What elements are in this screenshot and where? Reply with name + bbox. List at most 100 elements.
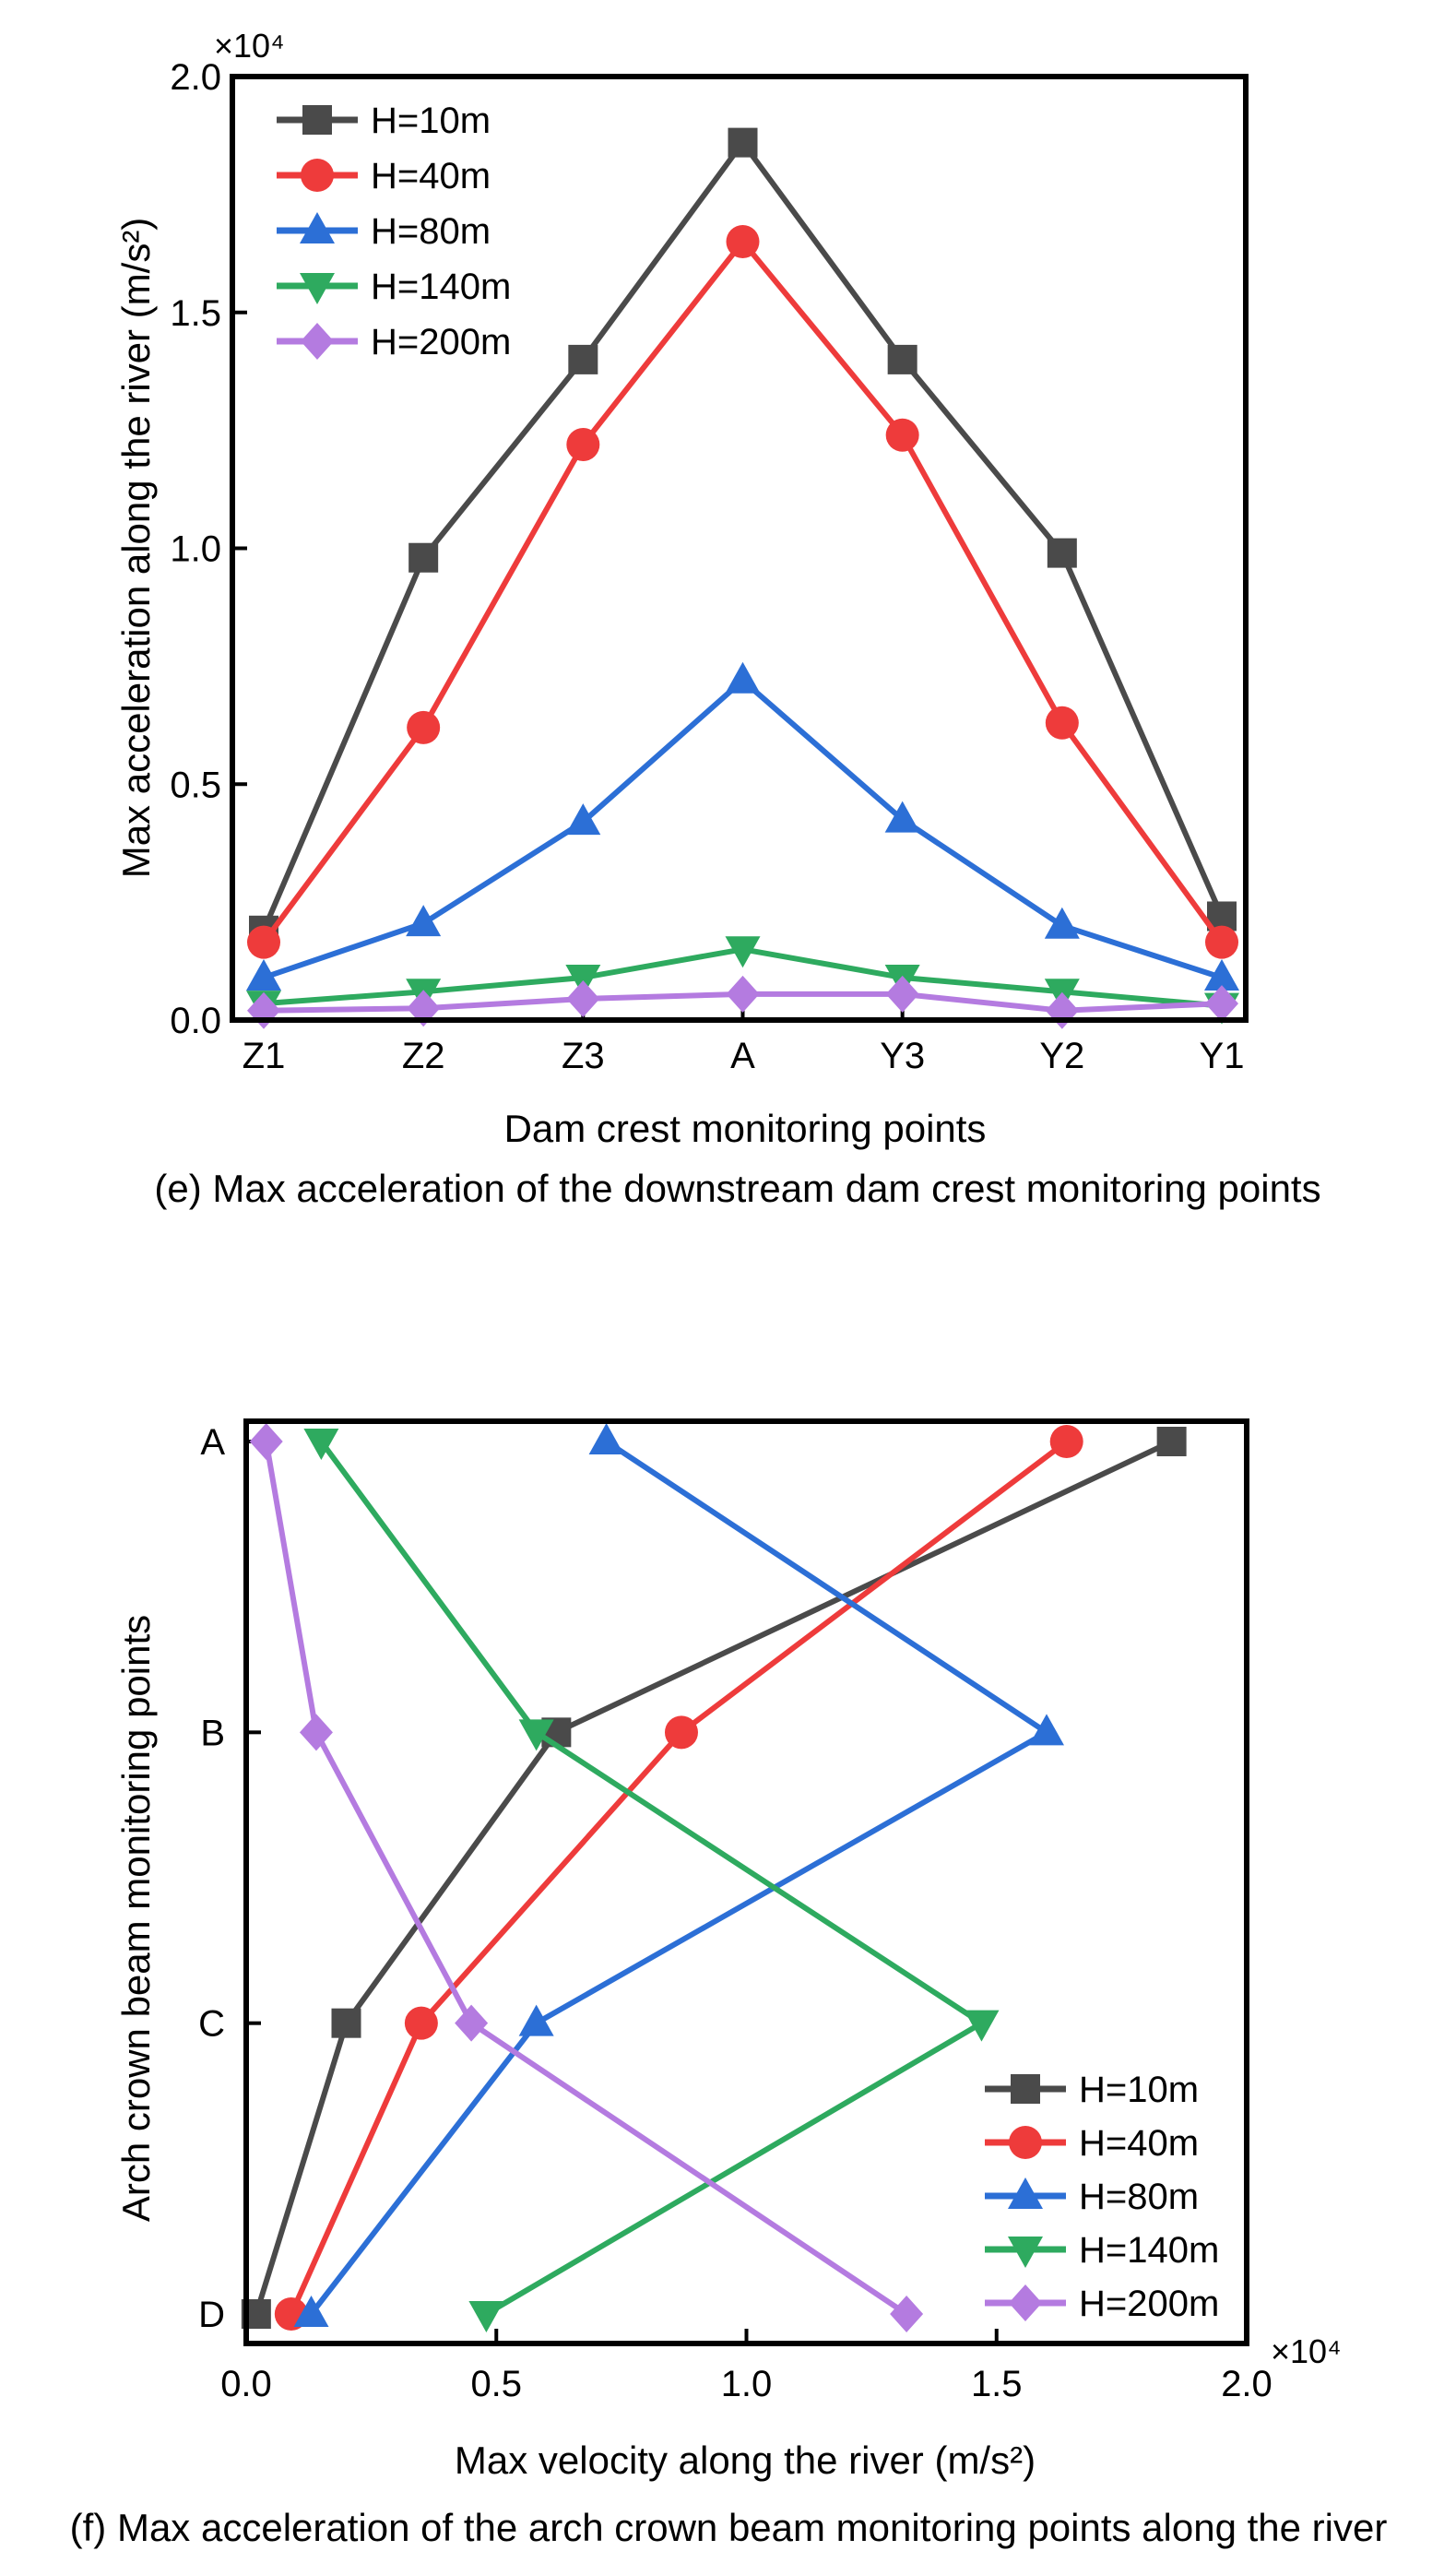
legend-label: H=140m [1079, 2230, 1219, 2271]
e-data-point [1204, 958, 1239, 991]
legend-label: H=10m [371, 101, 491, 141]
e-y-scale-label: ×10⁴ [214, 27, 285, 65]
f-data-point [404, 2006, 438, 2040]
e-data-point [1205, 985, 1238, 1023]
f-series-line [253, 1439, 1173, 2315]
f-series-h-200m [249, 1423, 924, 2332]
e-data-point [887, 344, 917, 374]
e-y-tick-label: 2.0 [170, 57, 221, 98]
f-x-tick-label: 1.0 [721, 2364, 773, 2404]
e-y-tick-label: 1.0 [170, 529, 221, 570]
f-legend: H=10m H=40m H=80m H=140m H=200m [985, 2070, 1219, 2324]
legend-marker [1009, 2126, 1042, 2159]
e-y-tick-label: 1.5 [170, 293, 221, 334]
legend-item-h-80m: H=80m [277, 211, 491, 252]
e-series-h-40m [247, 225, 1238, 959]
f-y-tick-label: B [200, 1713, 225, 1753]
e-x-tick-label: Y3 [880, 1036, 925, 1076]
f-y-axis: A B C D [198, 1422, 261, 2335]
e-data-point [728, 127, 758, 158]
e-x-tick-label: Y2 [1039, 1036, 1084, 1076]
legend-item-h-140m: H=140m [277, 267, 511, 307]
f-y-tick-label: D [198, 2295, 225, 2335]
f-data-point [331, 2008, 361, 2038]
legend-marker [302, 105, 332, 135]
f-series-group [241, 1423, 1187, 2332]
legend-marker [1008, 2237, 1043, 2268]
f-y-tick-label: A [200, 1422, 225, 1463]
f-y-tick-label: C [198, 2004, 225, 2045]
f-x-scale-label: ×10⁴ [1271, 2332, 1342, 2370]
chart-e: 0.0 0.5 1.0 1.5 2.0 Z1 Z2 Z3 A Y3 Y2 Y1 ×10⁴ Max a… [114, 27, 1321, 1210]
f-data-point [1156, 1427, 1187, 1456]
f-series-line [318, 1440, 985, 2317]
legend-item-h-200m: H=200m [985, 2284, 1219, 2324]
legend-marker [1009, 2284, 1042, 2321]
e-data-point [246, 958, 281, 991]
e-data-point [565, 803, 601, 836]
e-data-point [565, 964, 601, 996]
e-plot-frame [230, 74, 1249, 1023]
f-data-point [588, 1423, 624, 1454]
e-data-point [885, 975, 919, 1013]
legend-marker [300, 273, 335, 304]
f-x-axis: 0.0 0.5 1.0 1.5 2.0 [220, 2329, 1273, 2404]
e-data-point [1045, 991, 1079, 1029]
e-series-h-80m [246, 661, 1239, 991]
f-series-line [309, 1439, 1049, 2316]
e-caption: (e) Max acceleration of the downstream d… [154, 1167, 1320, 1210]
e-data-point [884, 801, 920, 833]
e-x-tick-label: A [730, 1036, 755, 1076]
legend-label: H=10m [1079, 2070, 1199, 2110]
legend-label: H=80m [371, 211, 491, 252]
f-data-point [293, 2296, 329, 2327]
e-data-point [725, 661, 761, 694]
legend-label: H=80m [1079, 2177, 1199, 2217]
e-data-point [568, 344, 598, 374]
f-series-h-140m [303, 1429, 1000, 2332]
e-y-axis: 0.0 0.5 1.0 1.5 2.0 [170, 57, 247, 1041]
e-data-point [407, 710, 441, 744]
f-data-point [299, 1714, 333, 1751]
f-data-point [964, 2010, 1000, 2042]
e-y-tick-label: 0.5 [170, 765, 221, 805]
legend-marker [300, 212, 335, 243]
e-x-tick-label: Z3 [562, 1036, 605, 1076]
e-data-point [406, 905, 442, 937]
f-data-point [518, 1719, 554, 1751]
e-y-tick-label: 0.0 [170, 1001, 221, 1041]
e-data-point [566, 427, 600, 461]
f-data-point [890, 2296, 924, 2332]
f-series-h-80m [293, 1423, 1064, 2327]
e-series-group [246, 127, 1239, 1029]
e-legend: H=10m H=40m H=80m H=140m H=200m [277, 101, 511, 362]
f-data-point [455, 2004, 489, 2042]
f-x-tick-label: 1.5 [971, 2364, 1023, 2404]
f-plot-frame [243, 1418, 1249, 2346]
f-series-h-40m [274, 1425, 1083, 2331]
f-data-point [1029, 1714, 1064, 1746]
legend-label: H=200m [371, 322, 511, 362]
f-x-tick-label: 2.0 [1221, 2364, 1273, 2404]
e-data-point [885, 418, 919, 452]
chart-f: 0.0 0.5 1.0 1.5 2.0 A B C D ×10⁴ Arch crown bea… [70, 1418, 1388, 2549]
f-caption: (f) Max acceleration of the arch crown b… [70, 2506, 1388, 2549]
e-data-point [1205, 925, 1238, 959]
e-x-tick-label: Z1 [243, 1036, 286, 1076]
legend-item-h-200m: H=200m [277, 322, 511, 362]
f-series-line [289, 1439, 1069, 2316]
legend-label: H=200m [1079, 2284, 1219, 2324]
f-series-line [263, 1441, 908, 2317]
e-data-point [726, 975, 760, 1013]
e-data-point [1045, 706, 1079, 740]
e-data-point [247, 925, 280, 959]
legend-marker [1011, 2074, 1040, 2104]
legend-item-h-10m: H=10m [277, 101, 491, 141]
e-series-line [261, 139, 1225, 931]
legend-marker [1008, 2177, 1043, 2209]
e-data-point [408, 542, 439, 573]
f-x-tick-label: 0.5 [470, 2364, 522, 2404]
f-x-tick-label: 0.0 [220, 2364, 272, 2404]
e-x-axis-title: Dam crest monitoring points [504, 1107, 987, 1150]
